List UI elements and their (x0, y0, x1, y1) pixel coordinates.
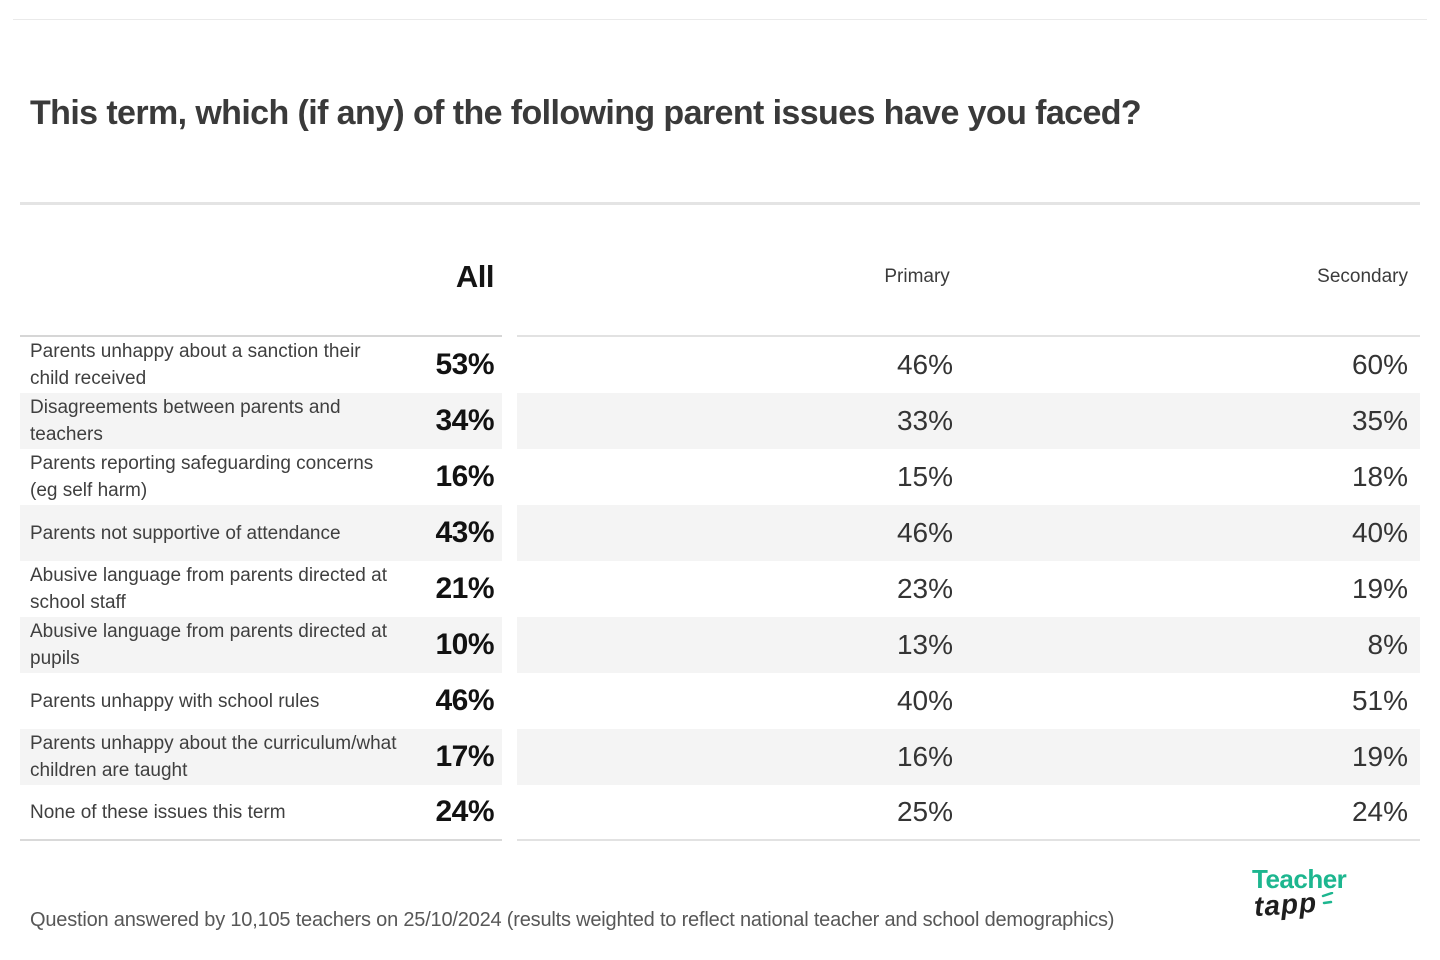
value-primary: 13% (896, 629, 954, 660)
value-primary: 15% (896, 461, 954, 492)
value-secondary: 24% (1351, 796, 1408, 827)
value-secondary: 35% (1351, 405, 1408, 436)
value-all: 24% (435, 795, 494, 828)
row-label: Parents unhappy with school rules (30, 690, 320, 712)
value-secondary: 18% (1351, 461, 1408, 492)
results-table: All Primary Secondary Parents unhappy ab… (20, 205, 1420, 841)
table-row: Parents reporting safeguarding concerns … (20, 449, 1420, 505)
header-right-cell: Primary Secondary (517, 205, 1420, 337)
teacher-tapp-logo: Teacher tapp (1252, 864, 1372, 923)
value-secondary: 60% (1351, 349, 1408, 380)
footnote: Question answered by 10,105 teachers on … (30, 909, 1115, 931)
value-secondary: 8% (1367, 629, 1408, 660)
header-left-cell: All (20, 205, 502, 337)
row-label: None of these issues this term (30, 801, 286, 823)
top-divider (13, 19, 1427, 20)
value-primary: 23% (896, 573, 954, 604)
title-divider (20, 202, 1420, 205)
value-all: 10% (435, 628, 494, 661)
row-label: Abusive language from parents directed a… (30, 621, 387, 669)
row-label: Parents unhappy about a sanction their c… (30, 341, 361, 389)
value-all: 53% (435, 348, 494, 381)
row-label: Parents not supportive of attendance (30, 522, 341, 544)
table-row: Parents unhappy with school rules 46% 40… (20, 673, 1420, 729)
row-label: Parents reporting safeguarding concerns … (30, 453, 374, 501)
table-row: Parents not supportive of attendance 43%… (20, 505, 1420, 561)
logo-word-teacher: Teacher (1252, 864, 1347, 894)
value-all: 21% (435, 572, 494, 605)
value-primary: 25% (896, 796, 954, 827)
value-secondary: 40% (1351, 517, 1408, 548)
table-row: Parents unhappy about the curriculum/wha… (20, 729, 1420, 785)
row-label: Abusive language from parents directed a… (30, 565, 387, 613)
value-secondary: 19% (1351, 573, 1408, 604)
value-all: 16% (435, 460, 494, 493)
value-all: 34% (435, 404, 494, 437)
value-primary: 16% (896, 741, 954, 772)
table-row: Abusive language from parents directed a… (20, 617, 1420, 673)
sparkle-icon (1321, 892, 1334, 905)
value-secondary: 51% (1351, 685, 1408, 716)
column-header-primary: Primary (884, 266, 950, 287)
logo-word-tapp: tapp (1252, 886, 1319, 923)
column-gap (502, 205, 517, 337)
value-primary: 33% (896, 405, 954, 436)
row-label: Disagreements between parents and teache… (30, 397, 341, 445)
column-header-secondary: Secondary (1317, 266, 1408, 287)
value-secondary: 19% (1351, 741, 1408, 772)
column-header-all: All (455, 259, 495, 294)
table-row: None of these issues this term 24% 25% 2… (20, 785, 1420, 841)
table-row: Parents unhappy about a sanction their c… (20, 337, 1420, 393)
table-row: Abusive language from parents directed a… (20, 561, 1420, 617)
value-primary: 46% (896, 349, 954, 380)
value-primary: 46% (896, 517, 954, 548)
value-all: 46% (435, 684, 494, 717)
value-all: 43% (435, 516, 494, 549)
value-primary: 40% (896, 685, 954, 716)
table-row: Disagreements between parents and teache… (20, 393, 1420, 449)
page-title: This term, which (if any) of the followi… (30, 94, 1142, 132)
value-all: 17% (435, 740, 494, 773)
footer: Question answered by 10,105 teachers on … (20, 841, 1420, 958)
row-label: Parents unhappy about the curriculum/wha… (30, 733, 397, 781)
table-header-row: All Primary Secondary (20, 205, 1420, 337)
